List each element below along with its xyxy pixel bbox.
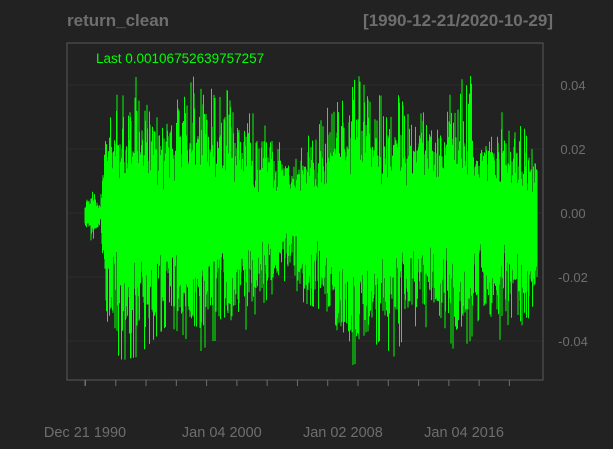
y-tick-label: 0.00: [560, 206, 585, 221]
chart-title: return_clean: [67, 11, 169, 30]
x-tick-label: Jan 02 2008: [303, 425, 383, 441]
last-value-label: Last 0.00106752639757257: [96, 51, 264, 66]
y-tick-label: 0.02: [560, 142, 585, 157]
x-tick-label: Dec 21 1990: [44, 425, 126, 441]
y-axis: 0.04 0.02 0.00 -0.02 -0.04: [558, 78, 588, 349]
y-tick-label: -0.02: [558, 270, 588, 285]
series-line: [84, 76, 538, 365]
x-axis: Dec 21 1990 Jan 04 2000 Jan 02 2008 Jan 04 …: [44, 380, 510, 441]
date-range-label: [1990-12-21/2020-10-29]: [363, 11, 553, 30]
y-tick-label: 0.04: [560, 78, 585, 93]
x-tick-label: Jan 04 2000: [182, 425, 262, 441]
y-tick-label: -0.04: [558, 334, 588, 349]
plot-frame: [66, 42, 544, 381]
x-tick-label: Jan 04 2016: [424, 425, 504, 441]
series-return-clean: [84, 76, 538, 365]
